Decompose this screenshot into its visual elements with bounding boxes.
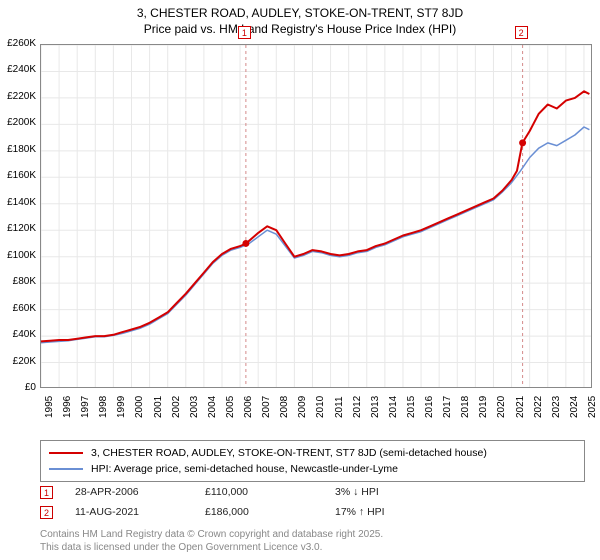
sale-delta: 3% ↓ HPI bbox=[335, 486, 455, 498]
x-tick-label: 2022 bbox=[533, 396, 544, 418]
x-tick-label: 2010 bbox=[315, 396, 326, 418]
legend-swatch bbox=[49, 468, 83, 470]
x-tick-label: 2015 bbox=[406, 396, 417, 418]
y-tick-label: £120K bbox=[0, 223, 36, 234]
y-tick-label: £200K bbox=[0, 117, 36, 128]
x-tick-label: 2013 bbox=[370, 396, 381, 418]
legend-item: 3, CHESTER ROAD, AUDLEY, STOKE-ON-TRENT,… bbox=[49, 445, 576, 461]
chart-plot bbox=[40, 44, 592, 388]
x-tick-label: 2005 bbox=[225, 396, 236, 418]
y-tick-label: £60K bbox=[0, 303, 36, 314]
y-tick-label: £260K bbox=[0, 38, 36, 49]
footer: Contains HM Land Registry data © Crown c… bbox=[40, 528, 383, 554]
x-tick-label: 2018 bbox=[460, 396, 471, 418]
title-line-2: Price paid vs. HM Land Registry's House … bbox=[0, 22, 600, 38]
sale-marker-box: 1 bbox=[238, 26, 251, 39]
x-tick-label: 2020 bbox=[496, 396, 507, 418]
y-tick-label: £20K bbox=[0, 356, 36, 367]
x-tick-label: 1999 bbox=[116, 396, 127, 418]
x-tick-label: 2025 bbox=[587, 396, 598, 418]
x-tick-label: 2004 bbox=[207, 396, 218, 418]
y-tick-label: £80K bbox=[0, 276, 36, 287]
y-tick-label: £180K bbox=[0, 144, 36, 155]
y-tick-label: £160K bbox=[0, 170, 36, 181]
x-tick-label: 2021 bbox=[515, 396, 526, 418]
x-tick-label: 2019 bbox=[478, 396, 489, 418]
sale-date: 11-AUG-2021 bbox=[75, 506, 205, 518]
legend-swatch bbox=[49, 452, 83, 454]
x-tick-label: 2008 bbox=[279, 396, 290, 418]
y-tick-label: £100K bbox=[0, 250, 36, 261]
sale-rows: 1 28-APR-2006£110,0003% ↓ HPI 2 11-AUG-2021… bbox=[40, 482, 585, 522]
chart-title-block: 3, CHESTER ROAD, AUDLEY, STOKE-ON-TRENT,… bbox=[0, 0, 600, 37]
y-tick-label: £140K bbox=[0, 197, 36, 208]
x-tick-label: 2023 bbox=[551, 396, 562, 418]
chart-area: £0£20K£40K£60K£80K£100K£120K£140K£160K£1… bbox=[40, 44, 592, 408]
sale-price: £110,000 bbox=[205, 486, 335, 498]
x-tick-label: 2011 bbox=[334, 396, 345, 418]
x-tick-label: 2000 bbox=[134, 396, 145, 418]
x-tick-label: 2017 bbox=[442, 396, 453, 418]
x-tick-label: 2009 bbox=[297, 396, 308, 418]
sale-date: 28-APR-2006 bbox=[75, 486, 205, 498]
x-tick-label: 2006 bbox=[243, 396, 254, 418]
footer-line-1: Contains HM Land Registry data © Crown c… bbox=[40, 528, 383, 541]
x-tick-label: 2007 bbox=[261, 396, 272, 418]
x-tick-label: 2002 bbox=[171, 396, 182, 418]
sale-row-marker: 1 bbox=[40, 486, 53, 499]
x-tick-label: 2001 bbox=[153, 396, 164, 418]
x-tick-label: 1998 bbox=[98, 396, 109, 418]
x-tick-label: 2024 bbox=[569, 396, 580, 418]
sale-price: £186,000 bbox=[205, 506, 335, 518]
x-tick-label: 2012 bbox=[352, 396, 363, 418]
x-tick-label: 2003 bbox=[189, 396, 200, 418]
y-tick-label: £40K bbox=[0, 329, 36, 340]
legend-item: HPI: Average price, semi-detached house,… bbox=[49, 461, 576, 477]
x-tick-label: 1995 bbox=[44, 396, 55, 418]
sale-marker-box: 2 bbox=[515, 26, 528, 39]
title-line-1: 3, CHESTER ROAD, AUDLEY, STOKE-ON-TRENT,… bbox=[0, 6, 600, 22]
sale-row: 2 11-AUG-2021£186,00017% ↑ HPI bbox=[40, 502, 585, 522]
sale-row-marker: 2 bbox=[40, 506, 53, 519]
x-tick-label: 1996 bbox=[62, 396, 73, 418]
legend-label: 3, CHESTER ROAD, AUDLEY, STOKE-ON-TRENT,… bbox=[91, 447, 487, 459]
sale-row: 1 28-APR-2006£110,0003% ↓ HPI bbox=[40, 482, 585, 502]
legend-label: HPI: Average price, semi-detached house,… bbox=[91, 463, 398, 475]
x-tick-label: 2016 bbox=[424, 396, 435, 418]
x-tick-label: 2014 bbox=[388, 396, 399, 418]
x-tick-label: 1997 bbox=[80, 396, 91, 418]
y-tick-label: £240K bbox=[0, 64, 36, 75]
y-tick-label: £220K bbox=[0, 91, 36, 102]
y-tick-label: £0 bbox=[0, 382, 36, 393]
legend: 3, CHESTER ROAD, AUDLEY, STOKE-ON-TRENT,… bbox=[40, 440, 585, 482]
sale-delta: 17% ↑ HPI bbox=[335, 506, 455, 518]
footer-line-2: This data is licensed under the Open Gov… bbox=[40, 541, 383, 554]
